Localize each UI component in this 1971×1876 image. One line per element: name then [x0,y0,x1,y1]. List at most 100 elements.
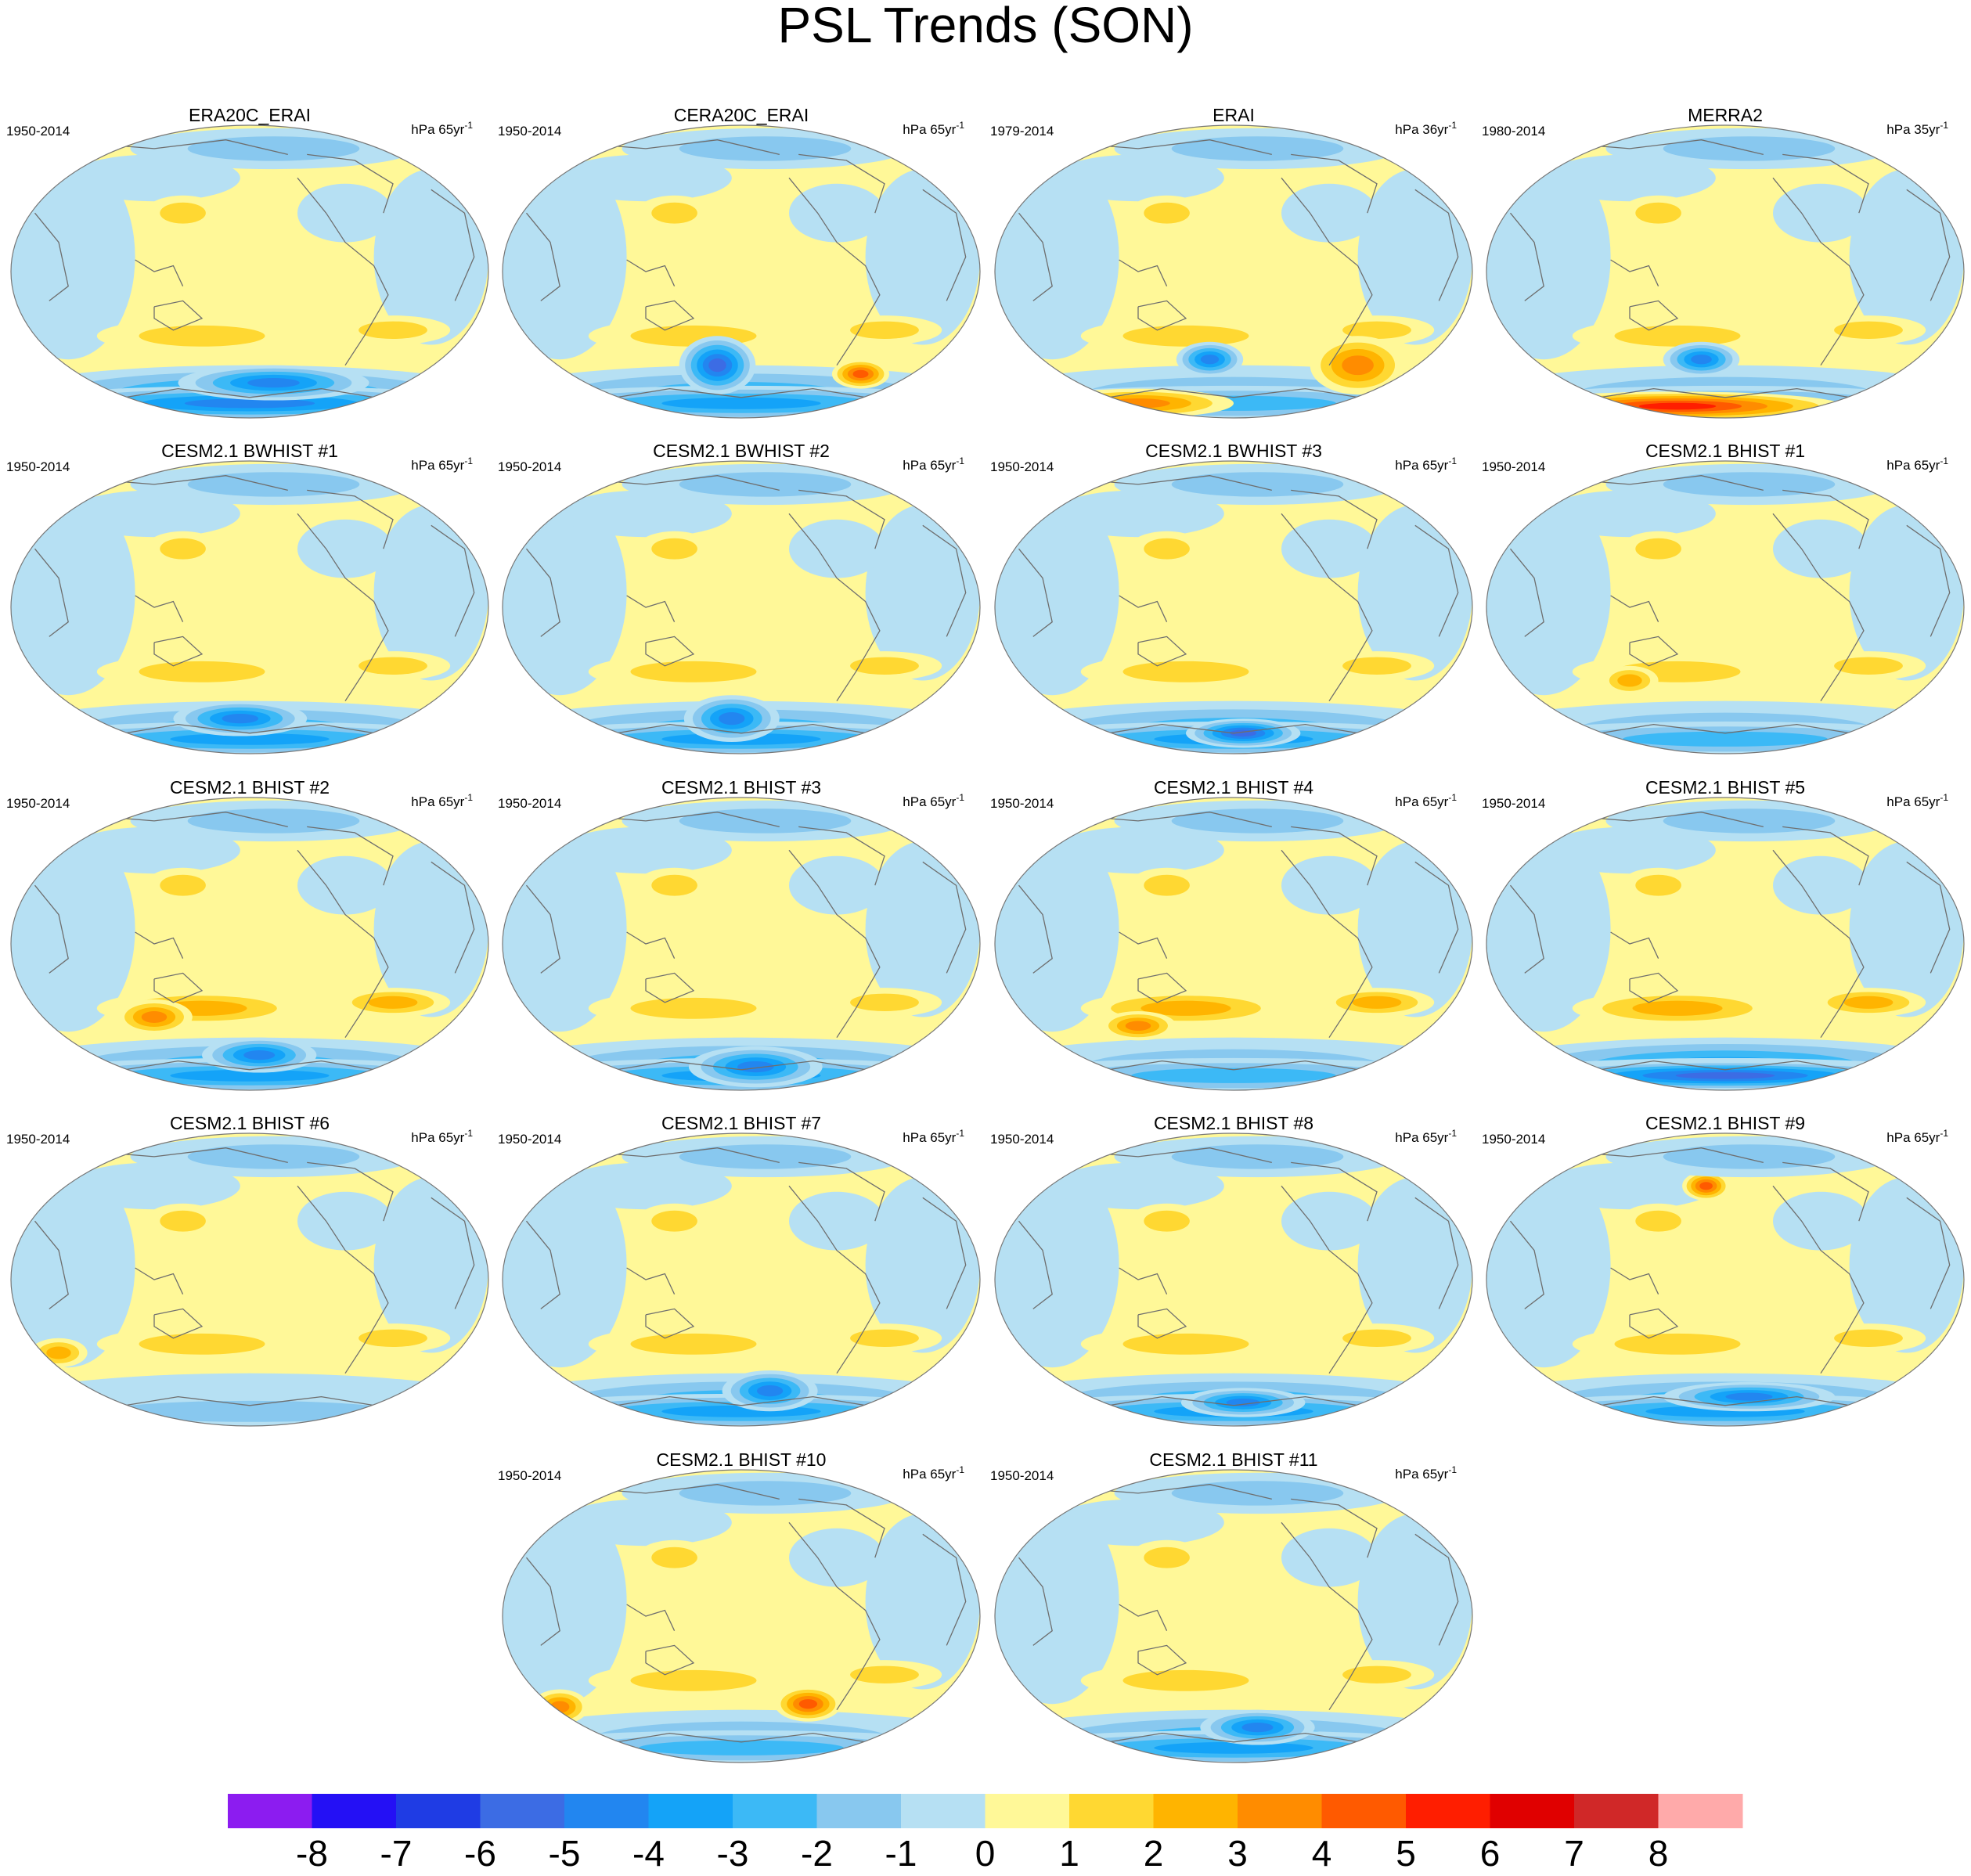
field-blob [1849,1177,1964,1353]
field-blob [1849,169,1964,345]
map-panel: ERA20C_ERAI 1950-2014 hPa 65yr-1 [6,105,489,419]
field-blob [1052,826,1224,874]
field-blob [1357,169,1472,345]
coastlines [1018,1484,1459,1746]
field-blob [850,657,919,675]
field-blob [297,1191,393,1251]
field-blob [1342,355,1374,376]
coastline [525,1557,560,1646]
map-border [502,1132,981,1427]
field-blob [1131,1068,1336,1083]
colorbar-swatch [901,1794,986,1828]
coastline [153,636,204,667]
map-border [1486,124,1965,419]
field-blob [139,1333,265,1355]
panel-units: hPa 35yr-1 [1886,120,1948,137]
panel-units: hPa 65yr-1 [903,455,964,473]
panel-period: 1950-2014 [498,796,561,811]
field-blob [160,202,206,224]
field-blob [651,1547,697,1568]
colorbar-swatch [1658,1794,1743,1828]
trend-field [503,125,980,418]
field-blob [651,1210,697,1232]
colorbar-tick-label: 1 [1059,1833,1079,1874]
trend-field [995,125,1472,418]
field-blob [1773,1191,1868,1251]
coastlines [34,139,475,401]
coastline [626,595,676,622]
coastline [1018,1557,1053,1646]
coastline [626,931,676,959]
field-blob [139,661,265,682]
field-blob [560,154,732,202]
map-border [10,1132,489,1427]
field-blob [1635,538,1681,560]
panel-period: 1950-2014 [990,1132,1054,1147]
field-blob [850,1665,919,1684]
field-blob [243,1050,276,1060]
coastline [297,177,389,366]
colorbar-tick-label: -8 [296,1833,328,1874]
coastline [1772,1185,1865,1374]
coastline [1281,513,1373,702]
coastline [1414,1197,1459,1309]
colorbar-swatch [1490,1794,1575,1828]
panel-period: 1950-2014 [990,459,1054,474]
coastline [788,1185,881,1374]
field-blob [679,1144,852,1169]
field-blob [1171,1481,1344,1506]
coastline [1581,387,1869,401]
coastline [525,212,560,301]
field-blob [1638,402,1717,410]
field-blob [789,855,885,915]
panel-title: CESM2.1 BHIST #4 [1154,777,1313,798]
map-border [994,1132,1473,1427]
coastlines [525,475,967,737]
coastline [34,1220,69,1309]
coastline [1509,884,1544,974]
field-blob [1834,1329,1903,1348]
coastline [645,1644,695,1676]
coastline [1629,636,1679,667]
field-blob [247,378,300,388]
field-blob [1357,841,1472,1017]
field-blob [1052,1162,1224,1210]
coastline [1610,595,1659,622]
panel-title: CESM2.1 BWHIST #3 [1145,441,1322,461]
map-panel: CESM2.1 BHIST #3 1950-2014 hPa 65yr-1 [498,777,981,1091]
panel-units: hPa 65yr-1 [903,792,964,809]
coastline [1610,259,1659,286]
trend-field [11,125,488,418]
coastline [1610,931,1659,959]
coastlines [525,1484,967,1746]
field-blob [639,1740,844,1755]
colorbar-tick-label: 4 [1312,1833,1332,1874]
colorbar-tick-label: 7 [1564,1833,1584,1874]
coastline [1906,861,1951,974]
field-blob [789,519,885,578]
panel-title: CESM2.1 BWHIST #1 [161,441,338,461]
coastline [1291,489,1378,549]
panel-period: 1950-2014 [498,459,561,474]
trend-field [503,1133,980,1426]
map-panel: CESM2.1 BHIST #10 1950-2014 hPa 65yr-1 [498,1449,981,1763]
field-blob [1171,808,1344,834]
panel-title: CESM2.1 BHIST #10 [657,1449,827,1470]
panel-title: CESM2.1 BHIST #6 [170,1113,330,1133]
colorbar-swatch [985,1794,1070,1828]
panel-title: MERRA2 [1688,105,1763,125]
panel-title: CESM2.1 BHIST #1 [1645,441,1805,461]
field-blob [170,1069,330,1082]
map-panel: CESM2.1 BHIST #11 1950-2014 hPa 65yr-1 [990,1449,1473,1763]
coastline [297,513,389,702]
field-blob [46,1346,71,1359]
colorbar-tick-label: 0 [975,1833,996,1874]
field-blob [160,874,206,896]
field-blob [679,472,852,497]
panel-title: CESM2.1 BHIST #8 [1154,1113,1313,1133]
coastline [106,1060,394,1074]
field-blob [1281,1191,1377,1251]
colorbar-tick-label: -1 [885,1833,917,1874]
panel-title: ERA20C_ERAI [189,105,311,125]
panel-units: hPa 65yr-1 [1395,455,1457,473]
